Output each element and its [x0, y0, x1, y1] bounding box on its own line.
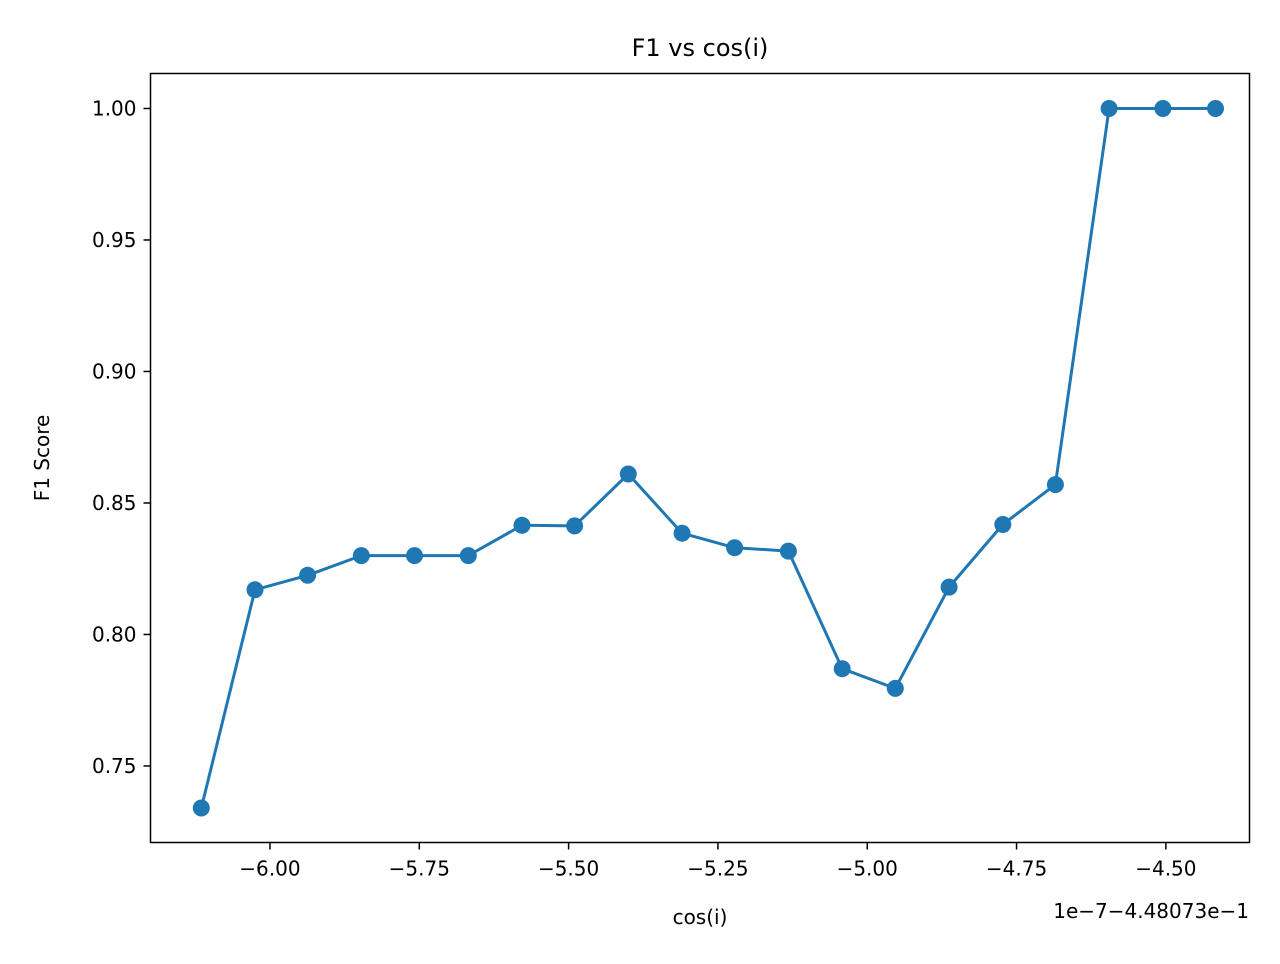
- x-tick-label: −6.00: [239, 857, 300, 881]
- y-tick-label: 0.90: [92, 359, 137, 383]
- y-tick-label: 0.75: [92, 754, 137, 778]
- y-tick-label: 0.95: [92, 228, 137, 252]
- data-point: [1046, 476, 1064, 494]
- y-tick-label: 0.85: [92, 491, 137, 515]
- data-point: [513, 516, 531, 534]
- data-point: [833, 660, 851, 678]
- data-point: [994, 516, 1012, 533]
- x-tick-label: −5.75: [389, 857, 450, 881]
- chart-title: F1 vs cos(i): [632, 34, 769, 62]
- data-point: [246, 581, 264, 599]
- data-point: [1207, 100, 1224, 117]
- data-point: [673, 524, 691, 542]
- y-axis-label: F1 Score: [30, 415, 54, 502]
- plot-frame: [149, 72, 1251, 844]
- data-point: [1100, 100, 1118, 117]
- ticks-layer: −6.00 −5.75 −5.50 −5.25 −5.00 −4.75 −4.50 0.75 0…: [92, 96, 1197, 880]
- x-axis-label: cos(i): [673, 905, 728, 929]
- data-point: [406, 547, 423, 565]
- data-point: [352, 547, 370, 565]
- data-point: [886, 679, 904, 697]
- x-tick-label: −5.25: [687, 857, 748, 881]
- data-point: [566, 517, 584, 535]
- data-point: [726, 539, 744, 557]
- y-tick-label: 0.80: [92, 622, 137, 646]
- data-point: [1154, 100, 1172, 117]
- data-point: [299, 566, 317, 584]
- data-point: [940, 578, 958, 596]
- y-tick-label: 1.00: [92, 96, 137, 120]
- series-line: [199, 107, 1216, 809]
- x-axis-offset-label: 1e−7−4.48073e−1: [1053, 899, 1249, 923]
- x-tick-label: −5.00: [837, 857, 898, 881]
- x-tick-label: −4.50: [1135, 857, 1196, 881]
- data-layer: [192, 100, 1224, 817]
- x-tick-label: −4.75: [986, 857, 1047, 881]
- data-point: [192, 799, 210, 817]
- data-point: [779, 542, 797, 560]
- data-point: [619, 465, 637, 483]
- x-tick-label: −5.50: [538, 857, 599, 881]
- data-point: [459, 547, 477, 565]
